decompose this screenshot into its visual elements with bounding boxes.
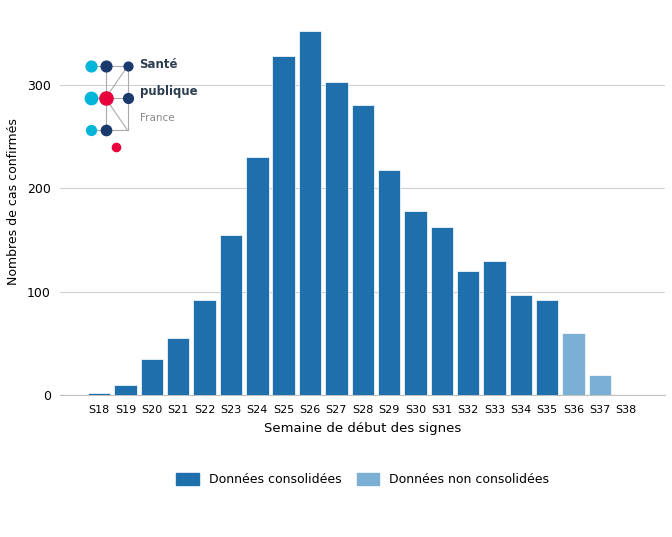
Bar xyxy=(194,300,216,395)
Text: publique: publique xyxy=(140,85,197,98)
Bar xyxy=(510,295,532,395)
Point xyxy=(122,94,133,103)
Point xyxy=(85,94,96,103)
Bar xyxy=(431,227,453,395)
Bar xyxy=(457,271,479,395)
Bar xyxy=(167,338,190,395)
Bar xyxy=(272,56,295,395)
Point xyxy=(110,142,121,151)
Text: France: France xyxy=(140,113,174,123)
Point xyxy=(100,126,111,135)
Bar xyxy=(351,105,374,395)
Bar xyxy=(114,385,136,395)
Bar xyxy=(536,300,558,395)
Bar xyxy=(378,170,401,395)
Y-axis label: Nombres de cas confirmés: Nombres de cas confirmés xyxy=(7,118,20,285)
Point xyxy=(85,126,96,135)
Bar xyxy=(483,260,506,395)
Bar xyxy=(299,31,321,395)
Text: Santé: Santé xyxy=(140,58,178,71)
Legend: Données consolidées, Données non consolidées: Données consolidées, Données non consoli… xyxy=(177,473,549,486)
Point xyxy=(100,94,111,103)
Point xyxy=(122,62,133,70)
X-axis label: Semaine de début des signes: Semaine de début des signes xyxy=(264,422,462,435)
Bar xyxy=(246,157,269,395)
Point xyxy=(85,62,96,70)
Bar xyxy=(405,211,427,395)
Bar xyxy=(220,235,242,395)
Bar xyxy=(88,393,110,395)
Bar xyxy=(589,375,612,395)
Bar xyxy=(140,359,163,395)
Bar xyxy=(325,82,347,395)
Point xyxy=(100,62,111,70)
Bar xyxy=(562,333,585,395)
